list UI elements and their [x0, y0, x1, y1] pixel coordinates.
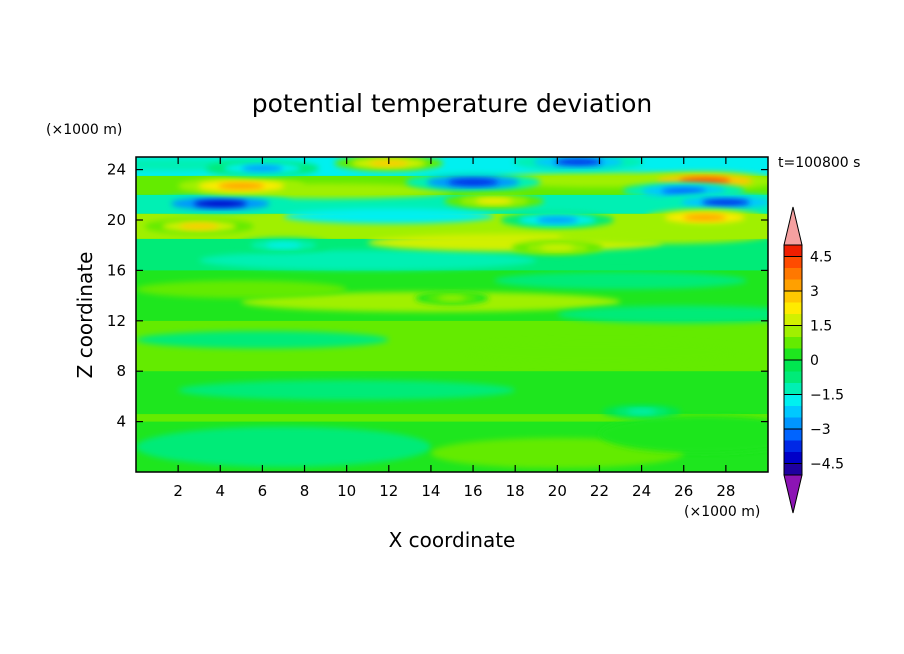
field-feature	[683, 214, 727, 221]
colorbar-cell	[784, 394, 802, 406]
contour-field	[136, 157, 768, 472]
field-feature	[193, 200, 247, 208]
y-unit-label: (×1000 m)	[46, 122, 122, 138]
colorbar-cell	[784, 337, 802, 349]
colorbar-under-triangle	[783, 474, 803, 514]
y-tick-label: 16	[107, 261, 126, 279]
y-axis-label: Z coordinate	[73, 252, 97, 379]
y-tick-label: 4	[116, 413, 126, 431]
x-axis-ticks: 2 4 6 8 10 12 14 16 18 20 22 24 26 28	[173, 157, 735, 500]
x-axis-label: X coordinate	[389, 528, 516, 552]
colorbar-cell	[784, 279, 802, 291]
colorbar-tick-label: 1.5	[810, 319, 832, 335]
x-tick-label: 16	[464, 482, 483, 500]
x-tick-label: 22	[590, 482, 609, 500]
field-blob	[283, 208, 495, 224]
field-blob	[136, 426, 431, 467]
x-tick-label: 26	[674, 482, 693, 500]
colorbar-cell	[784, 440, 802, 452]
colorbar-cell	[784, 406, 802, 418]
colorbar-over-triangle	[783, 206, 803, 246]
field-feature	[241, 165, 284, 172]
x-unit-label: (×1000 m)	[684, 504, 760, 520]
y-tick-label: 24	[107, 161, 126, 179]
colorbar: 4.5 3 1.5 0 −1.5 −3 −4.5	[783, 206, 844, 514]
plot-frame	[135, 156, 769, 473]
x-tick-label: 12	[379, 482, 398, 500]
field-blob	[599, 415, 768, 454]
time-label: t=100800 s	[778, 155, 860, 171]
x-tick-label: 14	[421, 482, 440, 500]
colorbar-tick-label: −1.5	[810, 388, 844, 404]
field-feature	[701, 199, 751, 206]
x-tick-label: 10	[337, 482, 356, 500]
colorbar-cell	[784, 245, 802, 257]
field-feature	[438, 295, 466, 301]
field-feature	[265, 242, 302, 248]
field-feature	[179, 223, 220, 230]
colorbar-cell	[784, 256, 802, 268]
y-axis-ticks: 4 8 12 16 20 24	[107, 161, 768, 431]
field-band	[136, 414, 768, 422]
field-blob	[452, 340, 747, 364]
field-feature	[661, 187, 707, 195]
colorbar-cell	[784, 452, 802, 464]
colorbar-tick-label: −4.5	[810, 457, 844, 473]
colorbar-tick-label: −3	[810, 422, 831, 438]
x-tick-label: 2	[173, 482, 183, 500]
colorbar-cell	[784, 291, 802, 303]
colorbar-cell	[784, 325, 802, 337]
colorbar-tick-label: 0	[810, 353, 819, 369]
x-tick-label: 8	[300, 482, 310, 500]
field-feature	[678, 177, 731, 185]
field-blob	[494, 271, 747, 290]
colorbar-cell	[784, 268, 802, 280]
y-tick-label: 8	[116, 362, 126, 380]
field-blob	[136, 280, 347, 299]
field-feature	[540, 245, 575, 251]
colorbar-cell	[784, 348, 802, 360]
y-tick-label: 12	[107, 312, 126, 330]
field-blob	[557, 305, 768, 324]
field-blob	[557, 226, 768, 244]
x-tick-label: 24	[632, 482, 651, 500]
field-blob	[136, 330, 389, 349]
colorbar-cell	[784, 463, 802, 475]
field-feature	[554, 158, 603, 166]
x-tick-label: 20	[548, 482, 567, 500]
colorbar-cell	[784, 429, 802, 441]
colorbar-tick-label: 4.5	[810, 250, 832, 266]
chart-title: potential temperature deviation	[252, 89, 652, 118]
field-blob	[199, 250, 537, 271]
colorbar-cell	[784, 371, 802, 383]
x-tick-label: 18	[506, 482, 525, 500]
colorbar-cell	[784, 302, 802, 314]
field-feature	[475, 198, 513, 204]
x-tick-label: 4	[215, 482, 225, 500]
colorbar-cell	[784, 360, 802, 372]
colorbar-cell	[784, 383, 802, 395]
x-tick-label: 28	[716, 482, 735, 500]
colorbar-cell	[784, 314, 802, 326]
field-feature	[448, 178, 499, 186]
colorbar-cell	[784, 417, 802, 429]
field-blob	[178, 380, 516, 401]
field-feature	[536, 217, 579, 223]
field-feature	[217, 182, 265, 190]
field-feature	[627, 409, 657, 414]
x-tick-label: 6	[258, 482, 268, 500]
plot-area	[136, 157, 768, 472]
y-tick-label: 20	[107, 211, 126, 229]
colorbar-tick-label: 3	[810, 284, 819, 300]
